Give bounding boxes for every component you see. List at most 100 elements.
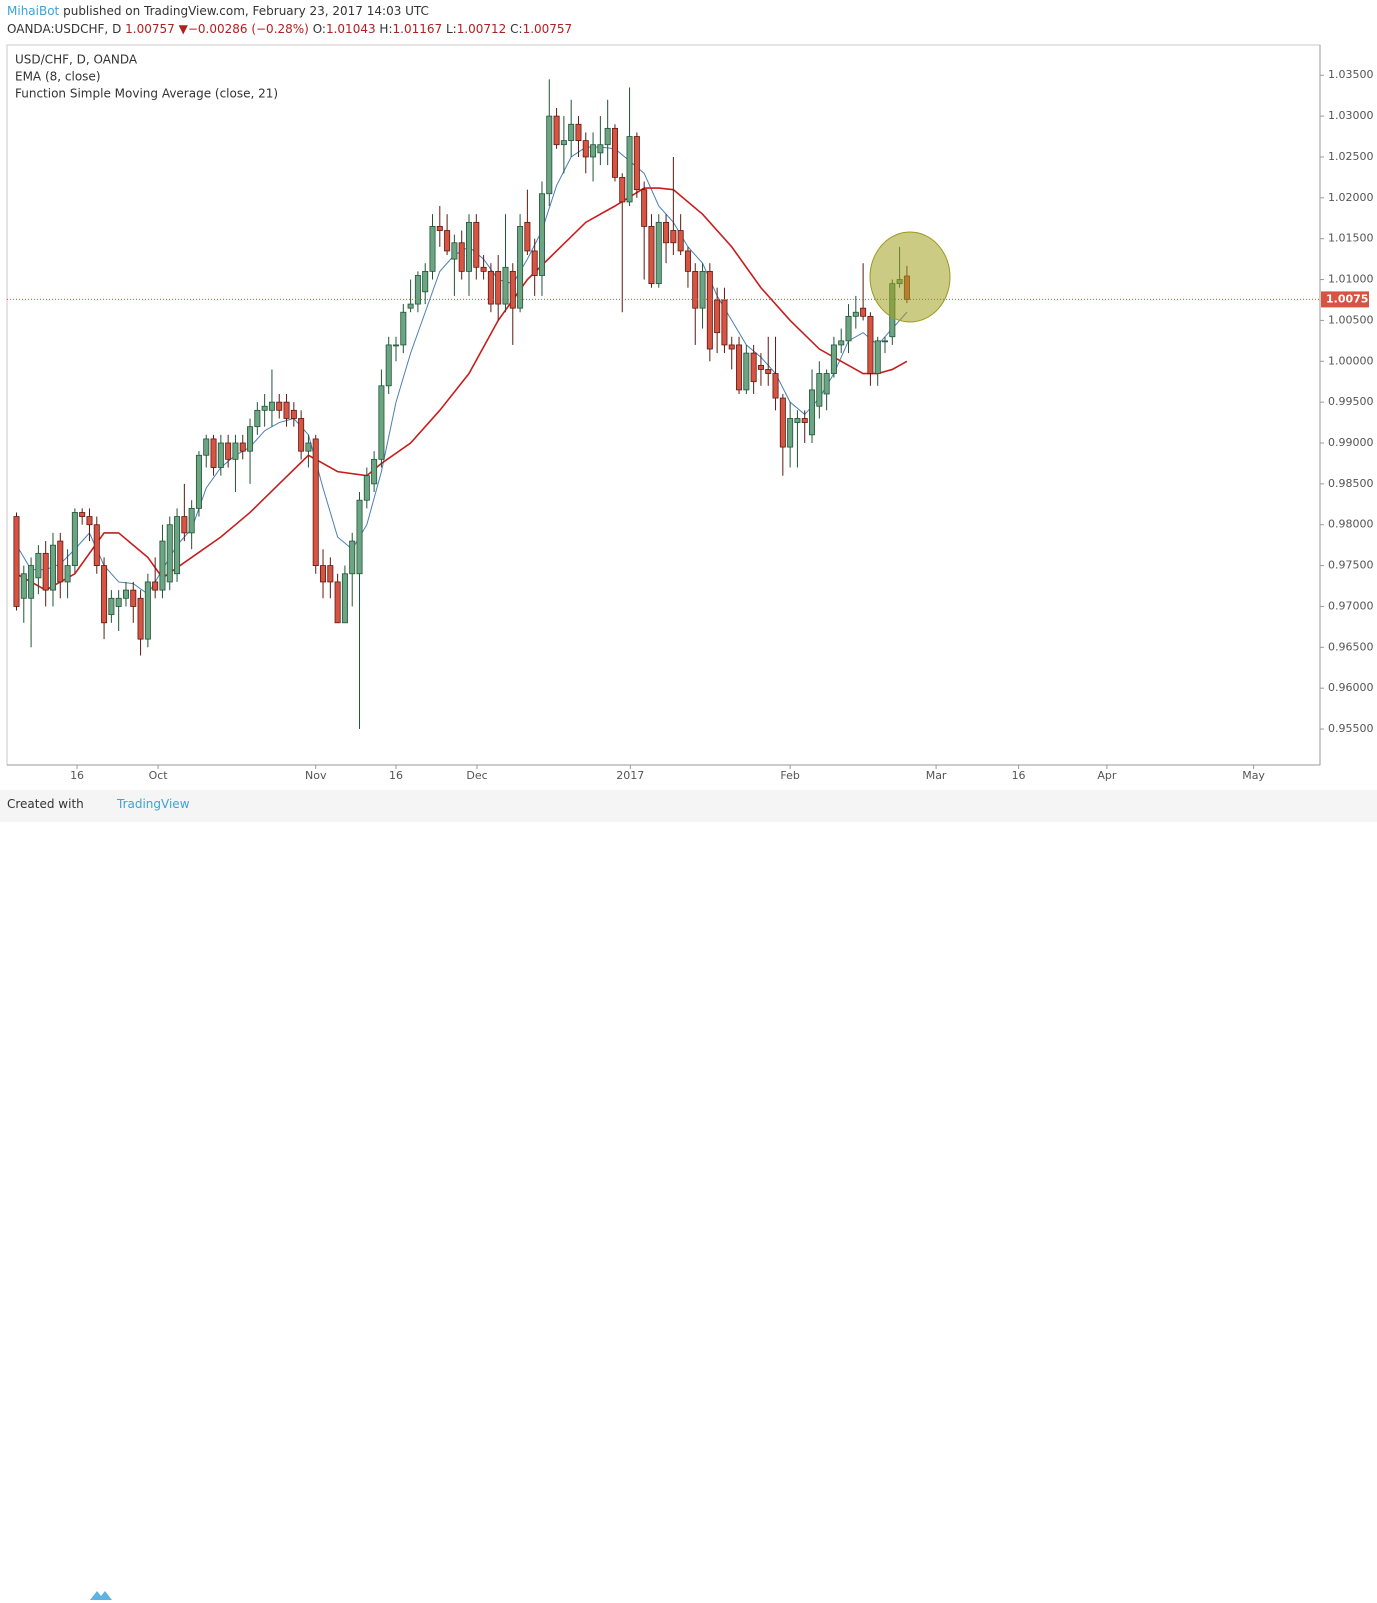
candle-body bbox=[349, 540, 356, 575]
low: 1.00712 bbox=[456, 22, 507, 36]
candle-body bbox=[575, 123, 582, 142]
candle-body bbox=[568, 123, 575, 142]
page: {"header": {"author": "MihaiBot", "publi… bbox=[0, 4, 1377, 1600]
candle-body bbox=[860, 307, 867, 317]
candle-body bbox=[597, 144, 604, 154]
change: −0.00286 (−0.28%) bbox=[187, 22, 309, 36]
candle-body bbox=[582, 140, 589, 158]
candle-body bbox=[268, 401, 275, 411]
legend-entry: EMA (8, close) bbox=[15, 70, 101, 84]
price-label-box bbox=[1321, 291, 1369, 308]
candle-body bbox=[181, 516, 188, 534]
candle-body bbox=[641, 189, 648, 227]
candle-body bbox=[385, 344, 392, 387]
candle-body bbox=[137, 597, 144, 640]
plot-frame bbox=[6, 44, 1321, 766]
candle-body bbox=[830, 344, 837, 374]
candle-body bbox=[721, 299, 728, 346]
x-tick-label: Dec bbox=[466, 769, 487, 782]
candle-body bbox=[750, 352, 757, 383]
candle-body bbox=[371, 458, 378, 485]
candle-body bbox=[341, 573, 348, 624]
candle-body bbox=[407, 303, 414, 309]
candle-body bbox=[20, 573, 27, 599]
footer: Created with TradingView bbox=[0, 790, 1377, 1600]
candle-body bbox=[290, 409, 297, 419]
candle-body bbox=[35, 552, 42, 579]
candle-body bbox=[210, 438, 217, 468]
y-tick-label: 1.01500 bbox=[1328, 232, 1374, 245]
y-tick-label: 1.02500 bbox=[1328, 150, 1374, 163]
candle-body bbox=[626, 136, 633, 203]
candle-body bbox=[429, 226, 436, 272]
close: 1.00757 bbox=[522, 22, 573, 36]
candle-body bbox=[684, 250, 691, 272]
candle-body bbox=[465, 221, 472, 272]
highlight-annotation bbox=[869, 231, 951, 323]
candle-body bbox=[312, 438, 319, 566]
x-tick-label: Feb bbox=[780, 769, 799, 782]
y-tick-label: 0.98500 bbox=[1328, 477, 1374, 490]
candle-body bbox=[633, 136, 640, 191]
x-tick-label: 16 bbox=[389, 769, 403, 782]
author[interactable]: MihaiBot bbox=[7, 4, 60, 18]
candle-body bbox=[699, 270, 706, 309]
symbol: OANDA:USDCHF, D bbox=[7, 22, 122, 36]
x-tick-label: Apr bbox=[1097, 769, 1117, 782]
candle-body bbox=[261, 405, 268, 411]
candle-body bbox=[801, 418, 808, 423]
candle-body bbox=[28, 565, 35, 599]
last: 1.00757 bbox=[125, 22, 175, 36]
candle-body bbox=[363, 475, 370, 501]
candle-body bbox=[845, 315, 852, 342]
candle-body bbox=[706, 270, 713, 350]
high: 1.01167 bbox=[392, 22, 443, 36]
candle-body bbox=[728, 344, 735, 350]
x-tick-label: Oct bbox=[149, 769, 169, 782]
candle-body bbox=[604, 127, 611, 146]
candle-body bbox=[298, 418, 305, 452]
candle-body bbox=[57, 540, 64, 583]
x-tick-label: 2017 bbox=[616, 769, 644, 782]
y-tick-label: 1.00000 bbox=[1328, 354, 1374, 367]
x-tick-label: Mar bbox=[926, 769, 947, 782]
candle-body bbox=[101, 565, 108, 624]
published: published on TradingView.com, February 2… bbox=[63, 4, 429, 18]
x-tick-label: Nov bbox=[305, 769, 327, 782]
candle-body bbox=[619, 176, 626, 203]
candle-body bbox=[677, 230, 684, 252]
candle-body bbox=[809, 389, 816, 436]
candle-body bbox=[93, 524, 100, 566]
candle-body bbox=[553, 115, 560, 146]
candle-body bbox=[225, 442, 232, 460]
legend-symbol: USD/CHF, D, OANDA bbox=[15, 53, 138, 67]
brand[interactable]: TradingView bbox=[117, 797, 190, 811]
close-label: C: bbox=[510, 22, 523, 36]
candle-body bbox=[765, 369, 772, 374]
candle-body bbox=[378, 385, 385, 460]
candle-body bbox=[743, 352, 750, 391]
candle-body bbox=[79, 512, 86, 517]
candle-body bbox=[174, 516, 181, 575]
candle-body bbox=[473, 221, 480, 268]
candle-body bbox=[188, 507, 195, 534]
publish-line: MihaiBot published on TradingView.com, F… bbox=[7, 4, 429, 18]
candle-body bbox=[655, 221, 662, 285]
candle-body bbox=[217, 442, 224, 468]
candle-body bbox=[663, 221, 670, 244]
y-tick-label: 0.97000 bbox=[1328, 599, 1374, 612]
y-tick-label: 1.03000 bbox=[1328, 109, 1374, 122]
low-label: L: bbox=[445, 22, 457, 36]
candle-body bbox=[232, 442, 239, 460]
candle-body bbox=[838, 340, 845, 346]
candle-body bbox=[794, 418, 801, 423]
created-with: Created with bbox=[7, 797, 84, 811]
candle-body bbox=[772, 373, 779, 399]
candle-body bbox=[195, 454, 202, 509]
candle-body bbox=[254, 409, 261, 428]
y-tick-label: 0.96500 bbox=[1328, 640, 1374, 653]
candle-body bbox=[414, 275, 421, 305]
candle-body bbox=[736, 344, 743, 391]
candle-body bbox=[276, 401, 283, 411]
candle-body bbox=[327, 565, 334, 583]
